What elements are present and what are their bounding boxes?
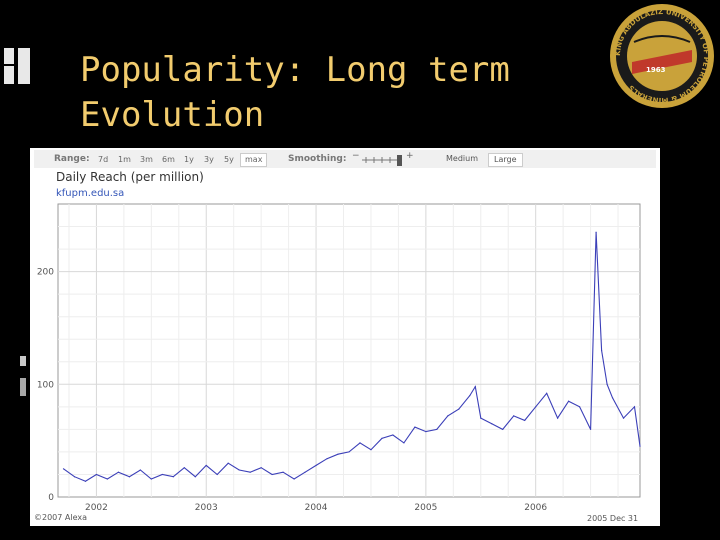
data-point: [568, 400, 570, 402]
data-point: [84, 480, 87, 482]
data-point: [639, 445, 641, 447]
accent-bar-side-2: [20, 378, 26, 396]
data-point: [139, 469, 141, 471]
data-point: [216, 473, 218, 476]
slide-title-line-2: Evolution: [80, 95, 265, 135]
data-point: [535, 406, 537, 408]
data-point: [205, 464, 207, 467]
size-medium[interactable]: Medium: [446, 154, 478, 163]
data-point: [622, 417, 625, 419]
data-point: [579, 406, 581, 408]
data-point: [128, 476, 130, 478]
data-point: [425, 431, 427, 433]
data-point: [161, 473, 163, 476]
data-point: [359, 442, 361, 444]
chart-panel: Range: 7d 1m 3m 6m 1y 3y 5y max Smoothin…: [30, 148, 660, 526]
accent-bar-top: [4, 48, 14, 64]
slide-title-line-1: Popularity: Long term: [80, 50, 510, 90]
plot-area: [57, 203, 641, 498]
data-point: [337, 453, 339, 455]
data-point: [249, 471, 251, 473]
data-point: [502, 428, 504, 430]
data-point: [633, 406, 636, 408]
line-chart: 2002 2003 2004 2005 2006 0 100 200: [37, 203, 641, 513]
chart-toolbar: Range: 7d 1m 3m 6m 1y 3y 5y max Smoothin…: [34, 150, 656, 168]
data-point: [414, 426, 416, 428]
smoothing-slider[interactable]: [360, 154, 406, 166]
y-tick-label: 100: [37, 380, 54, 390]
data-point: [304, 471, 306, 473]
range-label: Range:: [54, 154, 90, 164]
data-point: [238, 469, 240, 471]
data-point: [117, 471, 119, 473]
range-3m[interactable]: 3m: [140, 155, 153, 164]
data-point: [73, 476, 76, 478]
data-point: [227, 462, 229, 464]
data-point: [106, 478, 109, 480]
accent-bar-main: [18, 48, 30, 84]
data-point: [606, 383, 608, 385]
accent-bar-side-1: [20, 356, 26, 366]
data-point: [282, 471, 284, 473]
smoothing-plus[interactable]: +: [406, 151, 414, 161]
range-1m[interactable]: 1m: [118, 155, 131, 164]
data-point: [392, 434, 394, 436]
data-point: [436, 428, 438, 430]
slide-title: Popularity: Long term Evolution: [80, 48, 600, 138]
data-point: [447, 415, 449, 417]
range-5y[interactable]: 5y: [224, 155, 234, 164]
data-point: [62, 468, 65, 470]
data-point: [172, 476, 174, 478]
data-point: [524, 419, 526, 421]
data-point: [595, 231, 597, 233]
data-point: [95, 473, 98, 476]
credit-right: 2005 Dec 31: [587, 514, 639, 523]
range-1y[interactable]: 1y: [184, 155, 194, 164]
data-point: [557, 417, 559, 419]
data-point: [589, 428, 592, 430]
accent-bar-lower: [4, 66, 14, 84]
data-point: [458, 408, 460, 410]
data-point: [293, 478, 295, 480]
data-point: [194, 476, 196, 478]
smoothing-label: Smoothing:: [288, 154, 347, 164]
x-tick-label: 2005: [414, 503, 437, 513]
x-tick-label: 2004: [305, 503, 328, 513]
data-point: [370, 449, 372, 451]
data-point: [403, 442, 405, 444]
y-tick-label: 0: [48, 493, 54, 503]
data-point: [513, 415, 515, 417]
data-point: [271, 473, 273, 476]
data-point: [348, 451, 350, 453]
range-3y[interactable]: 3y: [204, 155, 214, 164]
data-point: [381, 437, 383, 439]
range-7d[interactable]: 7d: [98, 155, 109, 164]
logo-year: 1963: [646, 66, 666, 74]
chart-title: Daily Reach (per million): [56, 170, 204, 184]
data-point: [469, 394, 471, 397]
data-point: [315, 464, 317, 467]
data-point: [474, 385, 476, 388]
x-tick-label: 2002: [85, 503, 108, 513]
data-point: [150, 478, 152, 480]
data-point: [480, 417, 482, 419]
data-point: [611, 397, 614, 399]
university-seal-icon: KING ABDULAZIZ UNIVERSITY OF PETROLEUM &…: [610, 4, 714, 108]
range-max[interactable]: max: [240, 153, 268, 167]
smoothing-slider-handle[interactable]: [397, 155, 402, 166]
smoothing-minus[interactable]: −: [352, 151, 360, 161]
range-6m[interactable]: 6m: [162, 155, 175, 164]
credit-left: ©2007 Alexa: [34, 513, 88, 522]
data-point: [600, 349, 603, 352]
data-point: [326, 458, 328, 460]
size-large[interactable]: Large: [488, 153, 523, 167]
data-point: [260, 467, 262, 469]
data-point: [546, 392, 548, 394]
x-tick-label: 2003: [195, 503, 218, 513]
data-point: [183, 467, 185, 469]
chart-subtitle: kfupm.edu.sa: [56, 188, 125, 199]
x-tick-label: 2006: [524, 503, 547, 513]
data-point: [491, 423, 493, 425]
y-tick-label: 200: [37, 268, 54, 278]
